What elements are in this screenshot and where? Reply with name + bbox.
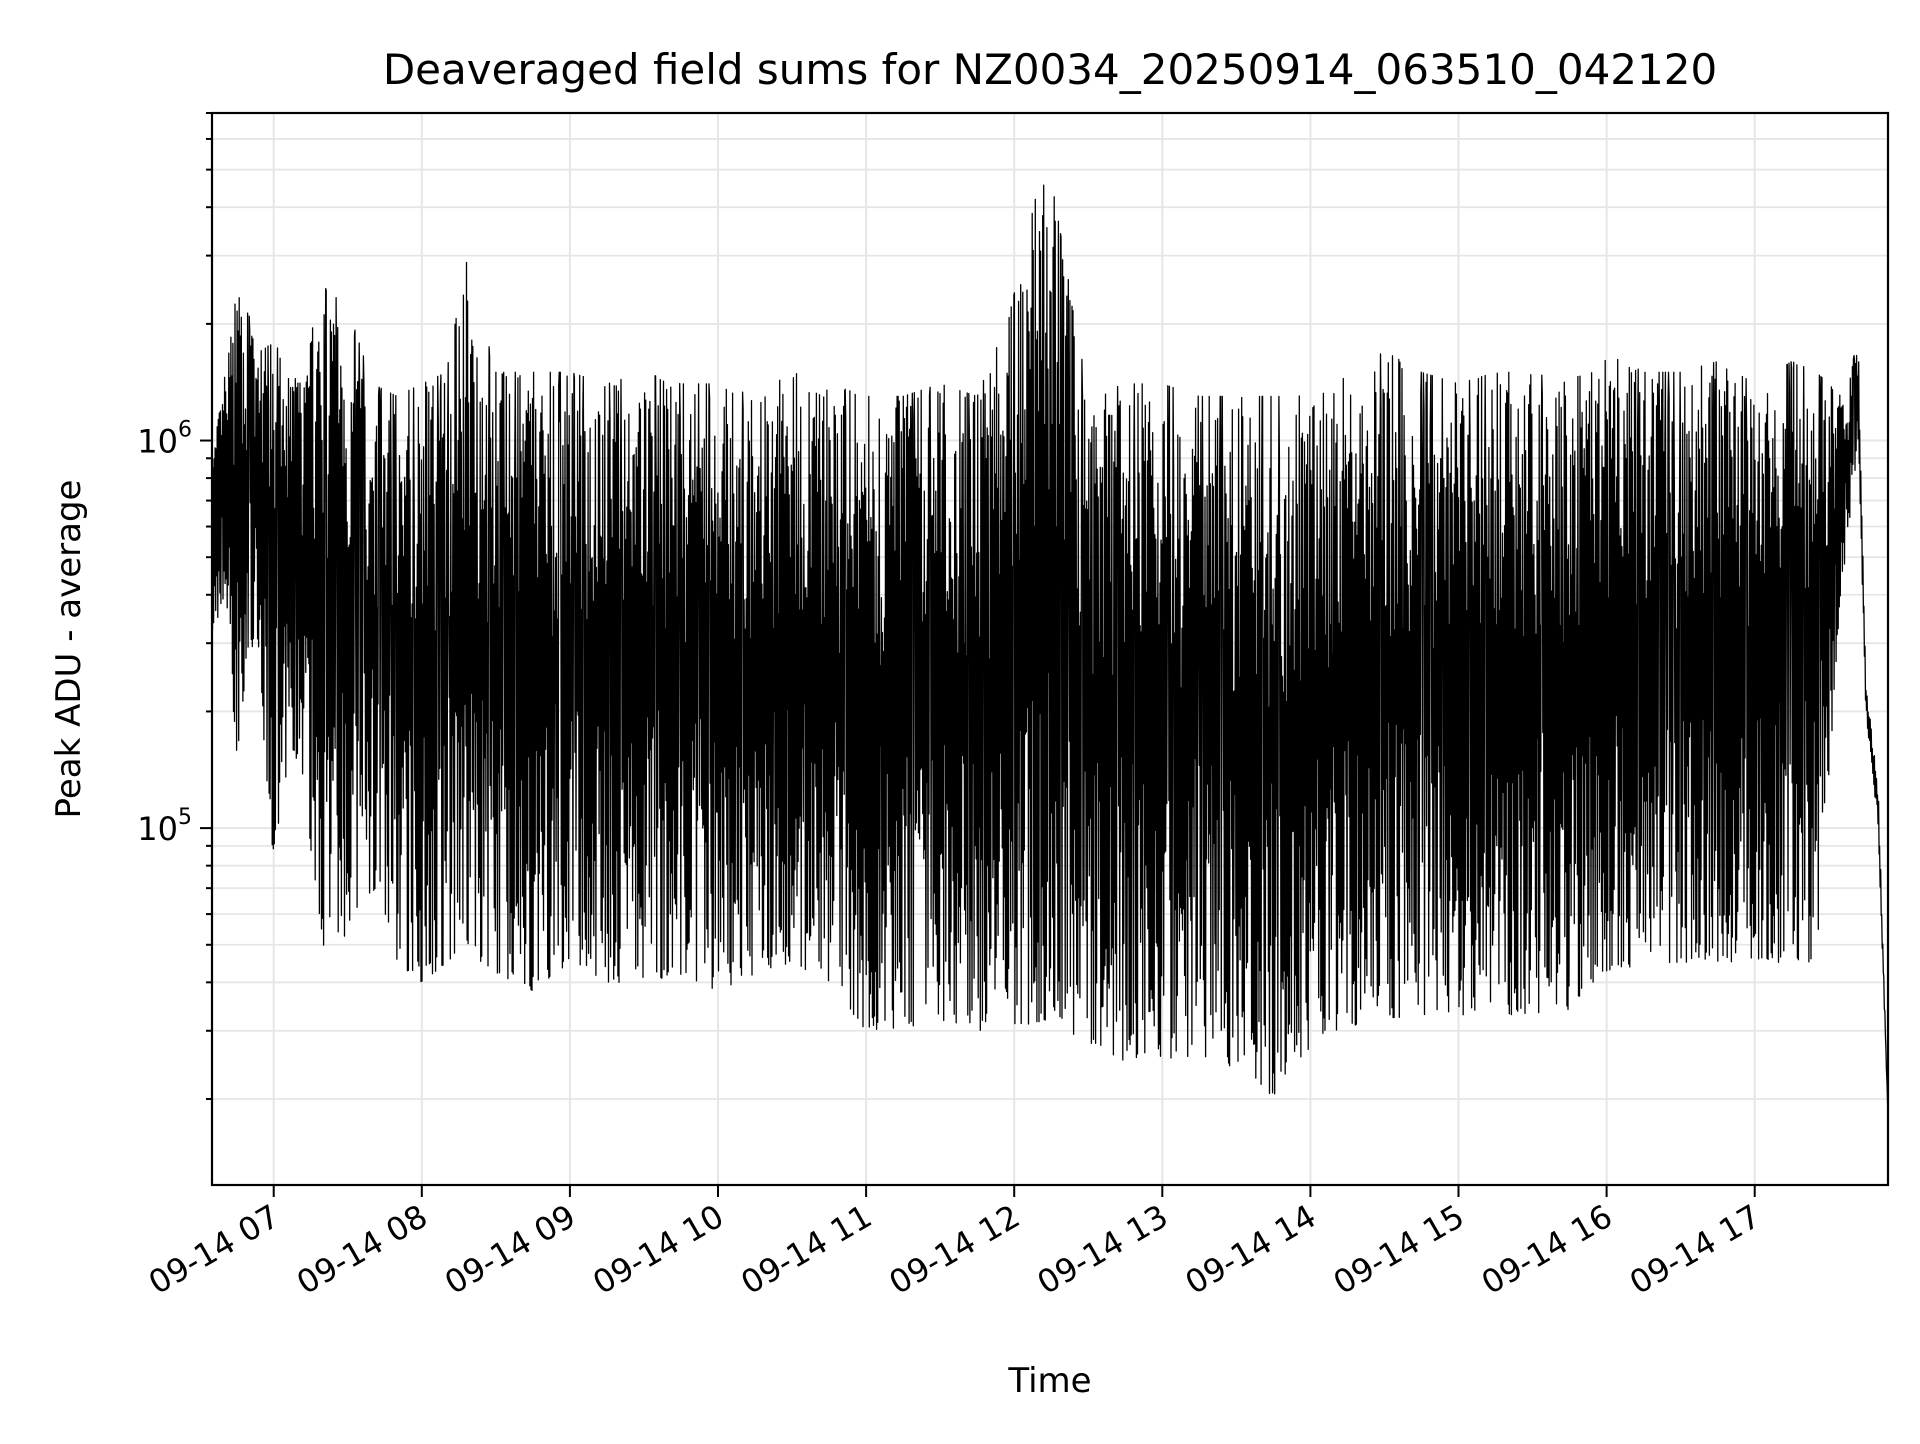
y-tick-base: 10: [137, 810, 178, 848]
plot-frame: [210, 111, 1890, 1187]
y-tick-base: 10: [137, 423, 178, 461]
series-line: [211, 184, 1889, 1117]
y-tick-exponent: 5: [178, 805, 192, 830]
y-tick-label: 106: [137, 418, 192, 461]
y-tick-label: 105: [137, 805, 192, 848]
y-axis-label: Peak ADU - average: [49, 480, 89, 819]
x-axis-label: Time: [1007, 1361, 1091, 1401]
series-layer: [211, 184, 1889, 1117]
y-tick-exponent: 6: [178, 418, 192, 443]
chart-title: Deaveraged field sums for NZ0034_2025091…: [383, 45, 1717, 94]
